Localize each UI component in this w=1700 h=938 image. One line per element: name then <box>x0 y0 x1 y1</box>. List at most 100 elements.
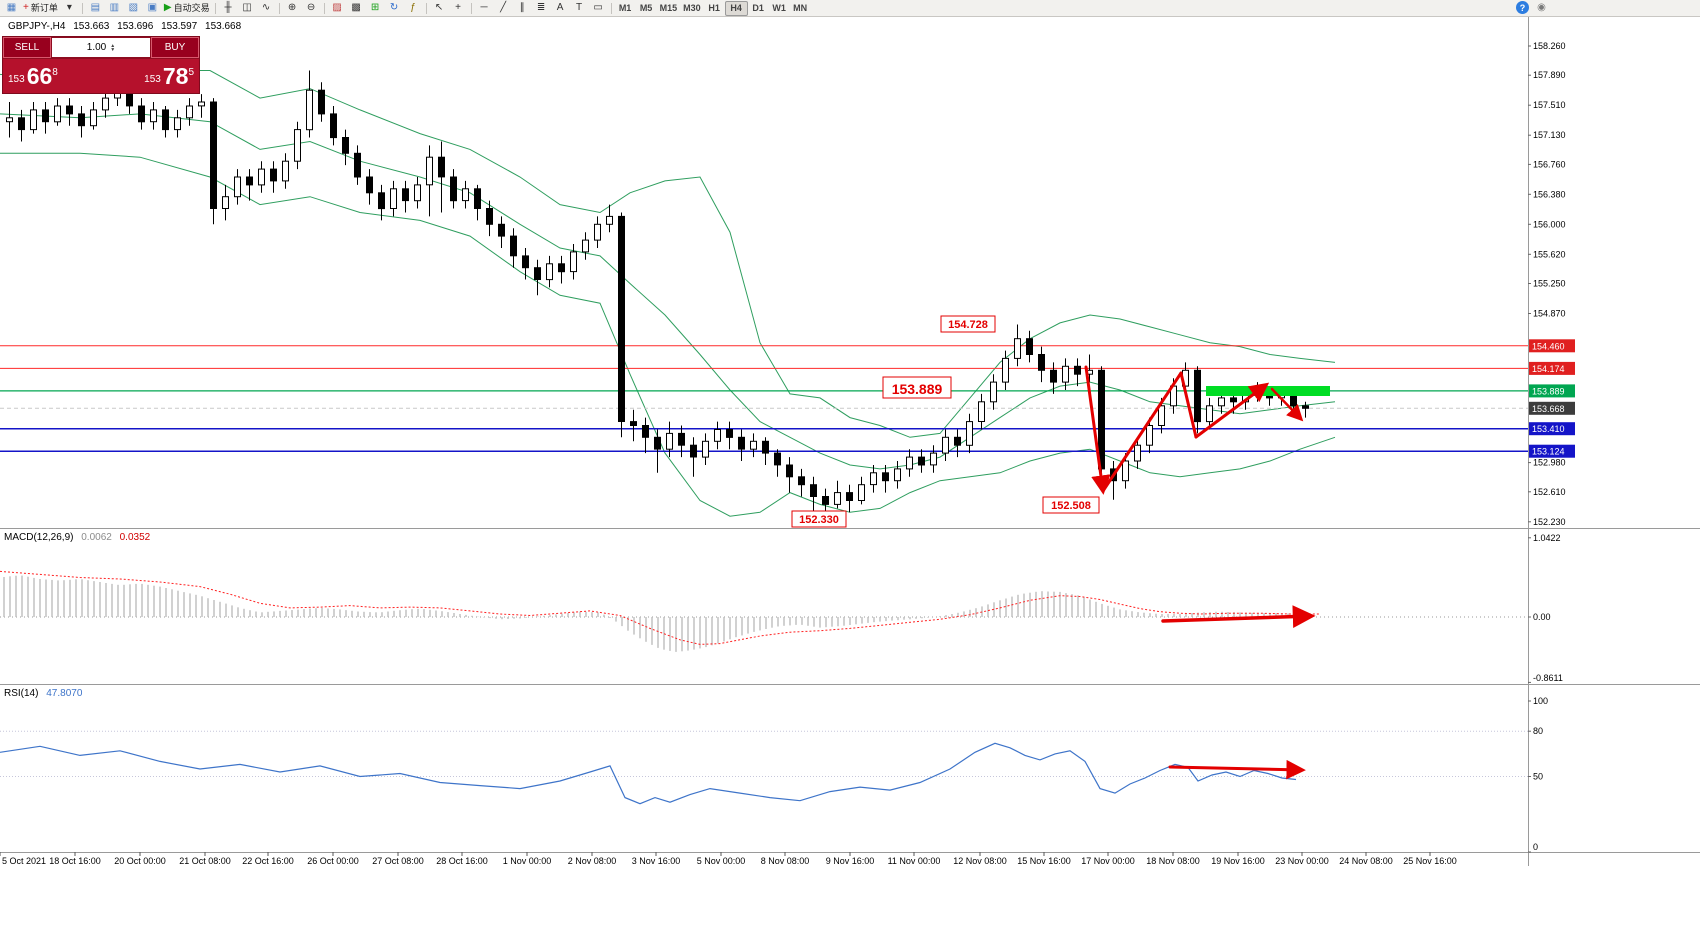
price-tick-label: 154.870 <box>1533 309 1566 319</box>
candlestick-chart-icon[interactable]: ◫ <box>242 2 252 13</box>
one-click-trading-panel: SELL 1.00 ▲ ▼ BUY 153 66 8 153 78 5 <box>2 36 200 94</box>
toolbar-right-group: ? ◉ <box>1516 1 1548 14</box>
rsi-scale-label: 50 <box>1533 772 1543 782</box>
notifications-icon[interactable]: ◉ <box>1537 2 1546 13</box>
timeframe-m15-button[interactable]: M15 <box>659 3 678 13</box>
rsi-scale-label: 0 <box>1533 842 1538 852</box>
label-tool-icon[interactable]: T <box>576 2 583 13</box>
buy-button[interactable]: BUY <box>151 37 199 58</box>
toolbar-separator <box>278 2 280 14</box>
time-tick-label: 27 Oct 08:00 <box>372 856 424 866</box>
macd-name: MACD(12,26,9) <box>4 532 74 543</box>
new-chart-icon[interactable]: ⊞ <box>370 2 380 13</box>
price-annotation-box <box>791 510 847 528</box>
auto-scroll-icon[interactable]: ↻ <box>389 2 399 13</box>
rsi-header: RSI(14) 47.8070 <box>4 688 82 699</box>
timeframe-m30-button[interactable]: M30 <box>683 3 701 13</box>
price-annotation-box <box>940 315 996 333</box>
price-annotation-label: 154.728 <box>948 319 988 331</box>
timeframe-h4-button[interactable]: H4 <box>724 0 748 16</box>
price-badge-label: 153.410 <box>1532 424 1565 434</box>
sell-button[interactable]: SELL <box>3 37 51 58</box>
navigator-icon[interactable]: ▧ <box>128 2 139 13</box>
price-chart-layer: 154.728 153.889 152.330 152.508 <box>0 70 1528 528</box>
macd-header: MACD(12,26,9) 0.0062 0.0352 <box>4 532 150 543</box>
timeframe-m5-button[interactable]: M5 <box>639 3 653 13</box>
price-badge-label: 153.124 <box>1532 447 1565 457</box>
zoom-in-icon[interactable]: ⊕ <box>287 2 297 13</box>
price-axis[interactable]: 158.260 157.890 157.510 157.130 156.760 156.3… <box>1528 41 1575 527</box>
time-tick-label: 24 Nov 08:00 <box>1339 856 1393 866</box>
new-order-button[interactable]: + 新订单 <box>23 2 58 13</box>
price-tick-label: 152.980 <box>1533 458 1566 468</box>
symbol-timeframe-label: GBPJPY-,H4 <box>8 21 66 32</box>
price-badge-label: 154.460 <box>1532 341 1565 351</box>
price-tick-label: 157.130 <box>1533 130 1566 140</box>
price-tick-label: 156.760 <box>1533 159 1566 169</box>
market-watch-icon[interactable]: ▤ <box>90 2 101 13</box>
toolbar-separator <box>81 2 83 14</box>
shapes-tool-icon[interactable]: ▭ <box>593 2 603 13</box>
time-tick-label: 18 Oct 16:00 <box>49 856 101 866</box>
volume-input[interactable]: 1.00 ▲ ▼ <box>51 37 151 58</box>
price-tick-label: 156.380 <box>1533 189 1566 199</box>
rsi-name: RSI(14) <box>4 688 39 699</box>
text-tool-icon[interactable]: A <box>556 2 564 13</box>
price-tick-label: 152.230 <box>1533 517 1566 527</box>
price-badge <box>1529 422 1575 436</box>
timeframe-d1-button[interactable]: D1 <box>752 3 764 13</box>
fibonacci-tool-icon[interactable]: ≣ <box>536 2 546 13</box>
low-value: 153.597 <box>161 21 198 32</box>
volume-value: 1.00 <box>86 42 107 53</box>
rsi-scale-label: 100 <box>1533 696 1548 706</box>
channel-tool-icon[interactable]: ∥ <box>519 2 525 13</box>
time-tick-label: 28 Oct 16:00 <box>436 856 488 866</box>
buy-price-display[interactable]: 153 78 5 <box>144 64 194 88</box>
price-badge <box>1529 444 1575 458</box>
data-window-icon[interactable]: ▥ <box>109 2 120 13</box>
trendline-tool-icon[interactable]: ╱ <box>500 2 507 13</box>
price-tick-label: 158.260 <box>1533 41 1566 51</box>
sell-price-display[interactable]: 153 66 8 <box>8 64 58 88</box>
one-click-prices-row: 153 66 8 153 78 5 <box>3 59 199 92</box>
time-tick-label: 12 Nov 08:00 <box>953 856 1007 866</box>
chart-window-icon[interactable]: ▦ <box>6 2 17 13</box>
bar-chart-icon[interactable]: ╫ <box>224 2 232 13</box>
crosshair-icon[interactable]: + <box>455 2 461 13</box>
close-value: 153.668 <box>205 21 242 32</box>
help-icon[interactable]: ? <box>1516 1 1529 14</box>
price-badge-label: 153.668 <box>1532 404 1565 414</box>
toolbar-separator <box>610 2 612 14</box>
cursor-icon[interactable]: ↖ <box>434 2 444 13</box>
new-order-dropdown[interactable]: ▾ <box>66 2 72 13</box>
toolbar-separator <box>323 2 325 14</box>
timeframe-w1-button[interactable]: W1 <box>772 3 786 13</box>
one-click-header-row: SELL 1.00 ▲ ▼ BUY <box>3 37 199 59</box>
open-value: 153.663 <box>73 21 110 32</box>
price-tick-label: 155.250 <box>1533 279 1566 289</box>
templates-icon[interactable]: ▨ <box>332 2 342 13</box>
volume-spinner[interactable]: ▲ ▼ <box>110 42 116 53</box>
time-tick-label: 21 Oct 08:00 <box>179 856 231 866</box>
price-badge-label: 153.889 <box>1532 386 1565 396</box>
toolbar-separator <box>425 2 427 14</box>
horizontal-line-tool-icon[interactable]: ─ <box>480 2 488 13</box>
auto-trading-button[interactable]: ▶ 自动交易 <box>163 2 210 13</box>
price-badge <box>1529 384 1575 398</box>
indicators-icon[interactable]: ƒ <box>410 2 416 13</box>
timeframe-m1-button[interactable]: M1 <box>618 3 632 13</box>
time-axis[interactable]: 5 Oct 2021 18 Oct 16:00 20 Oct 00:00 21 Oct… <box>0 852 1457 866</box>
green-zone-rect <box>1206 386 1330 396</box>
timeframe-mn-button[interactable]: MN <box>793 3 808 13</box>
price-badge <box>1529 361 1575 375</box>
tile-windows-icon[interactable]: ▩ <box>351 2 361 13</box>
terminal-icon[interactable]: ▣ <box>147 2 158 13</box>
rsi-scale-label: 80 <box>1533 726 1543 736</box>
timeframe-h1-button[interactable]: H1 <box>708 3 720 13</box>
zoom-out-icon[interactable]: ⊖ <box>306 2 316 13</box>
line-chart-icon[interactable]: ∿ <box>261 2 271 13</box>
time-tick-label: 15 Nov 16:00 <box>1017 856 1071 866</box>
time-tick-label: 3 Nov 16:00 <box>632 856 681 866</box>
sell-price-sup: 8 <box>52 66 58 78</box>
